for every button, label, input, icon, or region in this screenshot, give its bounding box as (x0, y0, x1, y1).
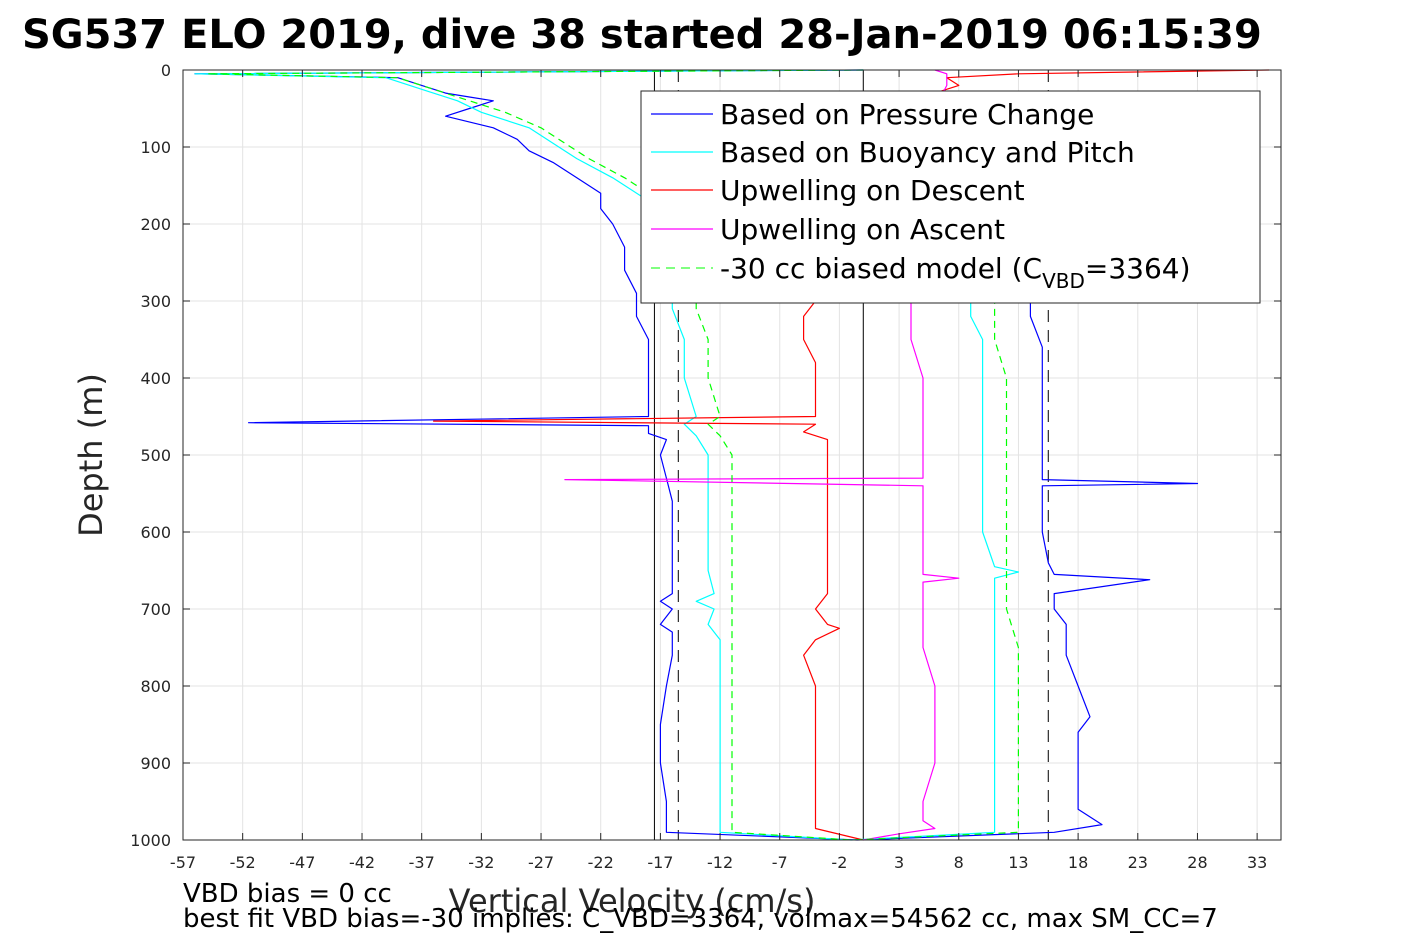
x-tick-label: -32 (468, 853, 494, 872)
y-tick-label: 900 (140, 754, 171, 773)
legend-label: Based on Buoyancy and Pitch (720, 136, 1135, 169)
legend-label-biased-model: -30 cc biased model (CVBD=3364) (720, 252, 1191, 293)
series-line-2 (194, 69, 1019, 841)
y-axis-label: Depth (m) (72, 373, 110, 537)
legend-label-prefix: -30 cc biased model (C (720, 252, 1042, 285)
best-fit-note: best fit VBD bias=-30 implies: C_VBD=336… (183, 904, 1218, 934)
series-line-1 (194, 69, 1199, 841)
legend: Based on Pressure Change Based on Buoyanc… (640, 90, 1261, 304)
x-tick-label: -7 (772, 853, 788, 872)
x-tick-label: 28 (1187, 853, 1207, 872)
chart-title: SG537 ELO 2019, dive 38 started 28-Jan-2… (22, 12, 1262, 58)
y-tick-label: 100 (140, 138, 171, 157)
x-tick-label: -27 (528, 853, 554, 872)
legend-label: Based on Pressure Change (720, 98, 1094, 131)
x-tick-label: -42 (349, 853, 375, 872)
y-tick-label: 400 (140, 369, 171, 388)
legend-label: Upwelling on Ascent (720, 213, 1005, 246)
y-tick-label: 500 (140, 446, 171, 465)
y-tick-label: 300 (140, 292, 171, 311)
legend-label-subscript: VBD (1042, 269, 1085, 293)
y-tick-label: 700 (140, 600, 171, 619)
x-tick-label: -22 (588, 853, 614, 872)
legend-label: Upwelling on Descent (720, 174, 1025, 207)
vbd-bias-note: VBD bias = 0 cc (183, 879, 392, 909)
x-tick-label: 18 (1068, 853, 1088, 872)
x-tick-label: -57 (170, 853, 196, 872)
x-tick-label: -2 (831, 853, 847, 872)
legend-box (640, 90, 1261, 304)
x-tick-label: -37 (409, 853, 435, 872)
x-tick-label: 3 (894, 853, 904, 872)
y-tick-label: 1000 (130, 831, 171, 850)
x-tick-label: 23 (1128, 853, 1148, 872)
x-tick-label: -12 (707, 853, 733, 872)
series-line-5 (206, 69, 1019, 841)
y-tick-label: 0 (161, 61, 171, 80)
x-axis-label: Vertical Velocity (cm/s) (449, 882, 816, 920)
y-tick-label: 800 (140, 677, 171, 696)
legend-label-suffix: =3364) (1085, 252, 1191, 285)
x-tick-label: 33 (1247, 853, 1267, 872)
x-tick-label: -17 (647, 853, 673, 872)
x-tick-label: -52 (230, 853, 256, 872)
axis-ticks: -57 -52 -47 -42 -37 -32 -27 -22 -17 -12 -7 -2 3 8 13 18… (130, 61, 1281, 872)
y-tick-label: 600 (140, 523, 171, 542)
x-tick-label: -47 (289, 853, 315, 872)
x-tick-label: 13 (1008, 853, 1028, 872)
x-tick-label: 8 (954, 853, 964, 872)
y-tick-label: 200 (140, 215, 171, 234)
